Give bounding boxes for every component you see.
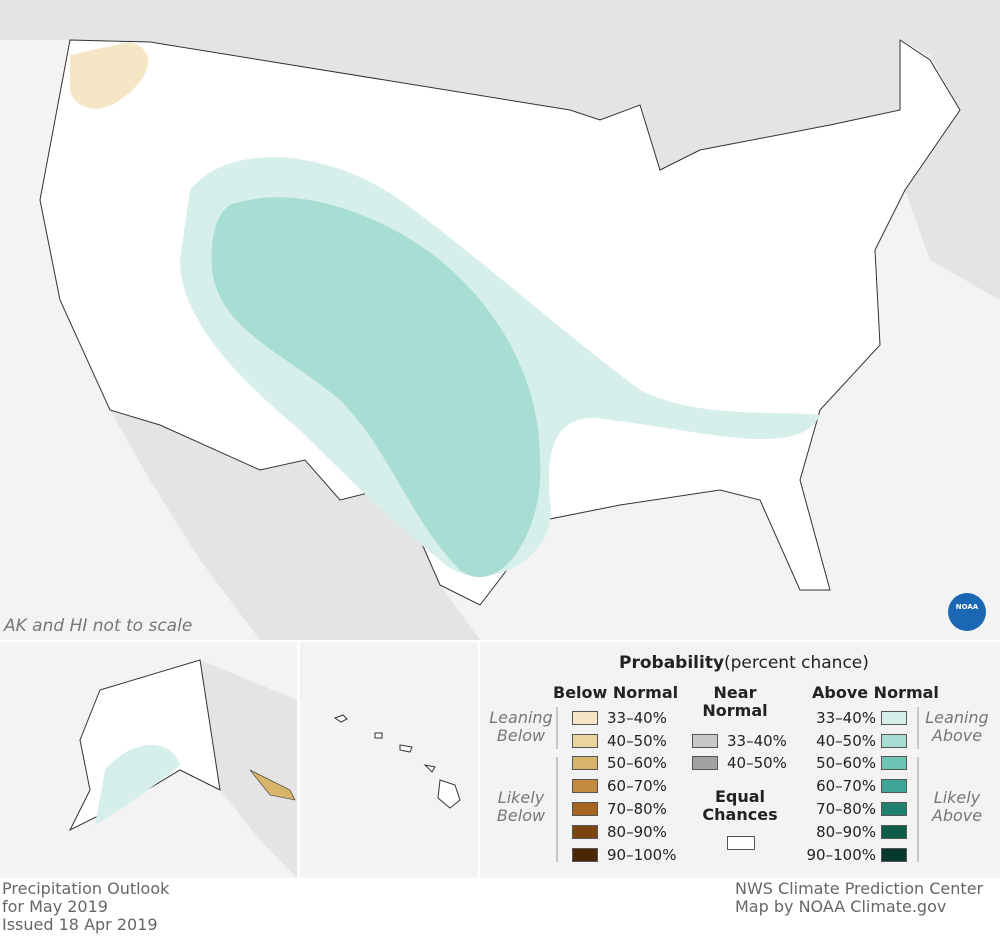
legend-swatch bbox=[572, 711, 598, 725]
legend-swatch bbox=[572, 825, 598, 839]
legend-swatch bbox=[692, 756, 718, 770]
leaning-below-area bbox=[70, 42, 149, 109]
legend-label: 90–100% bbox=[607, 846, 677, 864]
column-heading: Above Normal bbox=[812, 683, 939, 702]
legend-swatch bbox=[881, 802, 907, 816]
alaska-leaning-above bbox=[95, 744, 180, 825]
legend-label: 40–50% bbox=[816, 732, 876, 750]
legend-subtitle: (percent chance) bbox=[724, 653, 869, 673]
group-label: Likely Above bbox=[931, 788, 983, 825]
legend-swatch bbox=[881, 734, 907, 748]
footer-text: for May 2019 bbox=[2, 897, 108, 916]
legend-swatch bbox=[692, 734, 718, 748]
legend-label: 40–50% bbox=[607, 732, 667, 750]
map-note: AK and HI not to scale bbox=[4, 616, 193, 636]
legend-swatch bbox=[881, 779, 907, 793]
legend-swatch bbox=[572, 779, 598, 793]
legend-swatch bbox=[881, 756, 907, 770]
legend-swatch bbox=[881, 711, 907, 725]
legend-label: 50–60% bbox=[816, 754, 876, 772]
group-label: Leaning Above bbox=[925, 708, 989, 745]
legend-label: 90–100% bbox=[806, 846, 876, 864]
legend-label: 60–70% bbox=[607, 777, 667, 795]
hawaii bbox=[333, 714, 461, 809]
legend-swatch bbox=[572, 756, 598, 770]
hawaii-inset bbox=[300, 642, 478, 878]
legend-swatch bbox=[727, 836, 755, 850]
canada bbox=[0, 0, 1000, 300]
alaska-below bbox=[249, 769, 296, 801]
footer-text: Map by NOAA Climate.gov bbox=[735, 897, 947, 916]
legend-label: 33–40% bbox=[816, 709, 876, 727]
footer-text: Precipitation Outlook bbox=[2, 879, 170, 898]
legend-swatch bbox=[881, 825, 907, 839]
legend-label: 33–40% bbox=[607, 709, 667, 727]
legend-swatch bbox=[572, 802, 598, 816]
legend-title: Probability bbox=[619, 653, 725, 673]
legend-label: 33–40% bbox=[727, 732, 787, 750]
mexico bbox=[110, 410, 480, 640]
legend-swatch bbox=[572, 734, 598, 748]
group-label: Likely Below bbox=[496, 788, 546, 825]
legend-label: 80–90% bbox=[607, 823, 667, 841]
canada-inset bbox=[200, 660, 297, 878]
column-heading: Near Normal bbox=[702, 683, 768, 720]
footer-text: NWS Climate Prediction Center bbox=[735, 879, 984, 898]
legend-bracket bbox=[556, 707, 919, 862]
column-heading: Below Normal bbox=[553, 683, 679, 702]
legend-label: 70–80% bbox=[607, 800, 667, 818]
logo-text: NOAA bbox=[956, 603, 979, 611]
likely-above-area bbox=[211, 197, 541, 578]
legend-label: 50–60% bbox=[607, 754, 667, 772]
legend-label: 40–50% bbox=[727, 754, 787, 772]
noaa-logo bbox=[948, 593, 986, 631]
column-heading: Equal Chances bbox=[702, 787, 778, 824]
group-label: Leaning Below bbox=[489, 708, 553, 745]
legend-swatch bbox=[572, 848, 598, 862]
footer-text: Issued 18 Apr 2019 bbox=[2, 915, 158, 934]
legend-swatch bbox=[881, 848, 907, 862]
legend-label: 80–90% bbox=[816, 823, 876, 841]
legend-label: 70–80% bbox=[816, 800, 876, 818]
legend-label: 60–70% bbox=[816, 777, 876, 795]
